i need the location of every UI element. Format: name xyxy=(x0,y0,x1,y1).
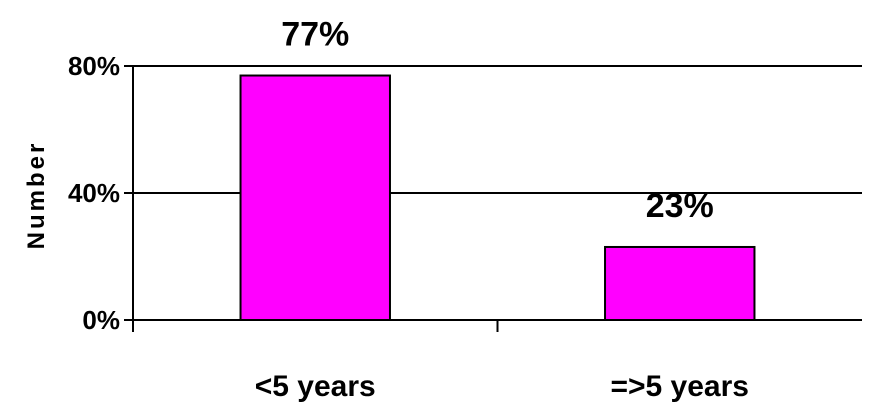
bars xyxy=(239,74,756,322)
y-tick-label: 80% xyxy=(68,51,120,81)
data-label: 23% xyxy=(646,187,714,225)
y-axis-title: Number xyxy=(23,141,50,250)
y-tick-label: 0% xyxy=(82,305,120,335)
x-categories: <5 years =>5 years xyxy=(132,320,749,403)
y-ticks: 0% 40% 80% xyxy=(68,51,133,335)
x-category-label: =>5 years xyxy=(611,370,749,403)
y-tick-label: 40% xyxy=(68,178,120,208)
x-category-label: <5 years xyxy=(255,370,376,403)
data-label: 77% xyxy=(281,16,349,54)
bar xyxy=(239,74,391,322)
bar xyxy=(604,245,756,322)
data-labels: 77% 23% xyxy=(281,16,714,225)
